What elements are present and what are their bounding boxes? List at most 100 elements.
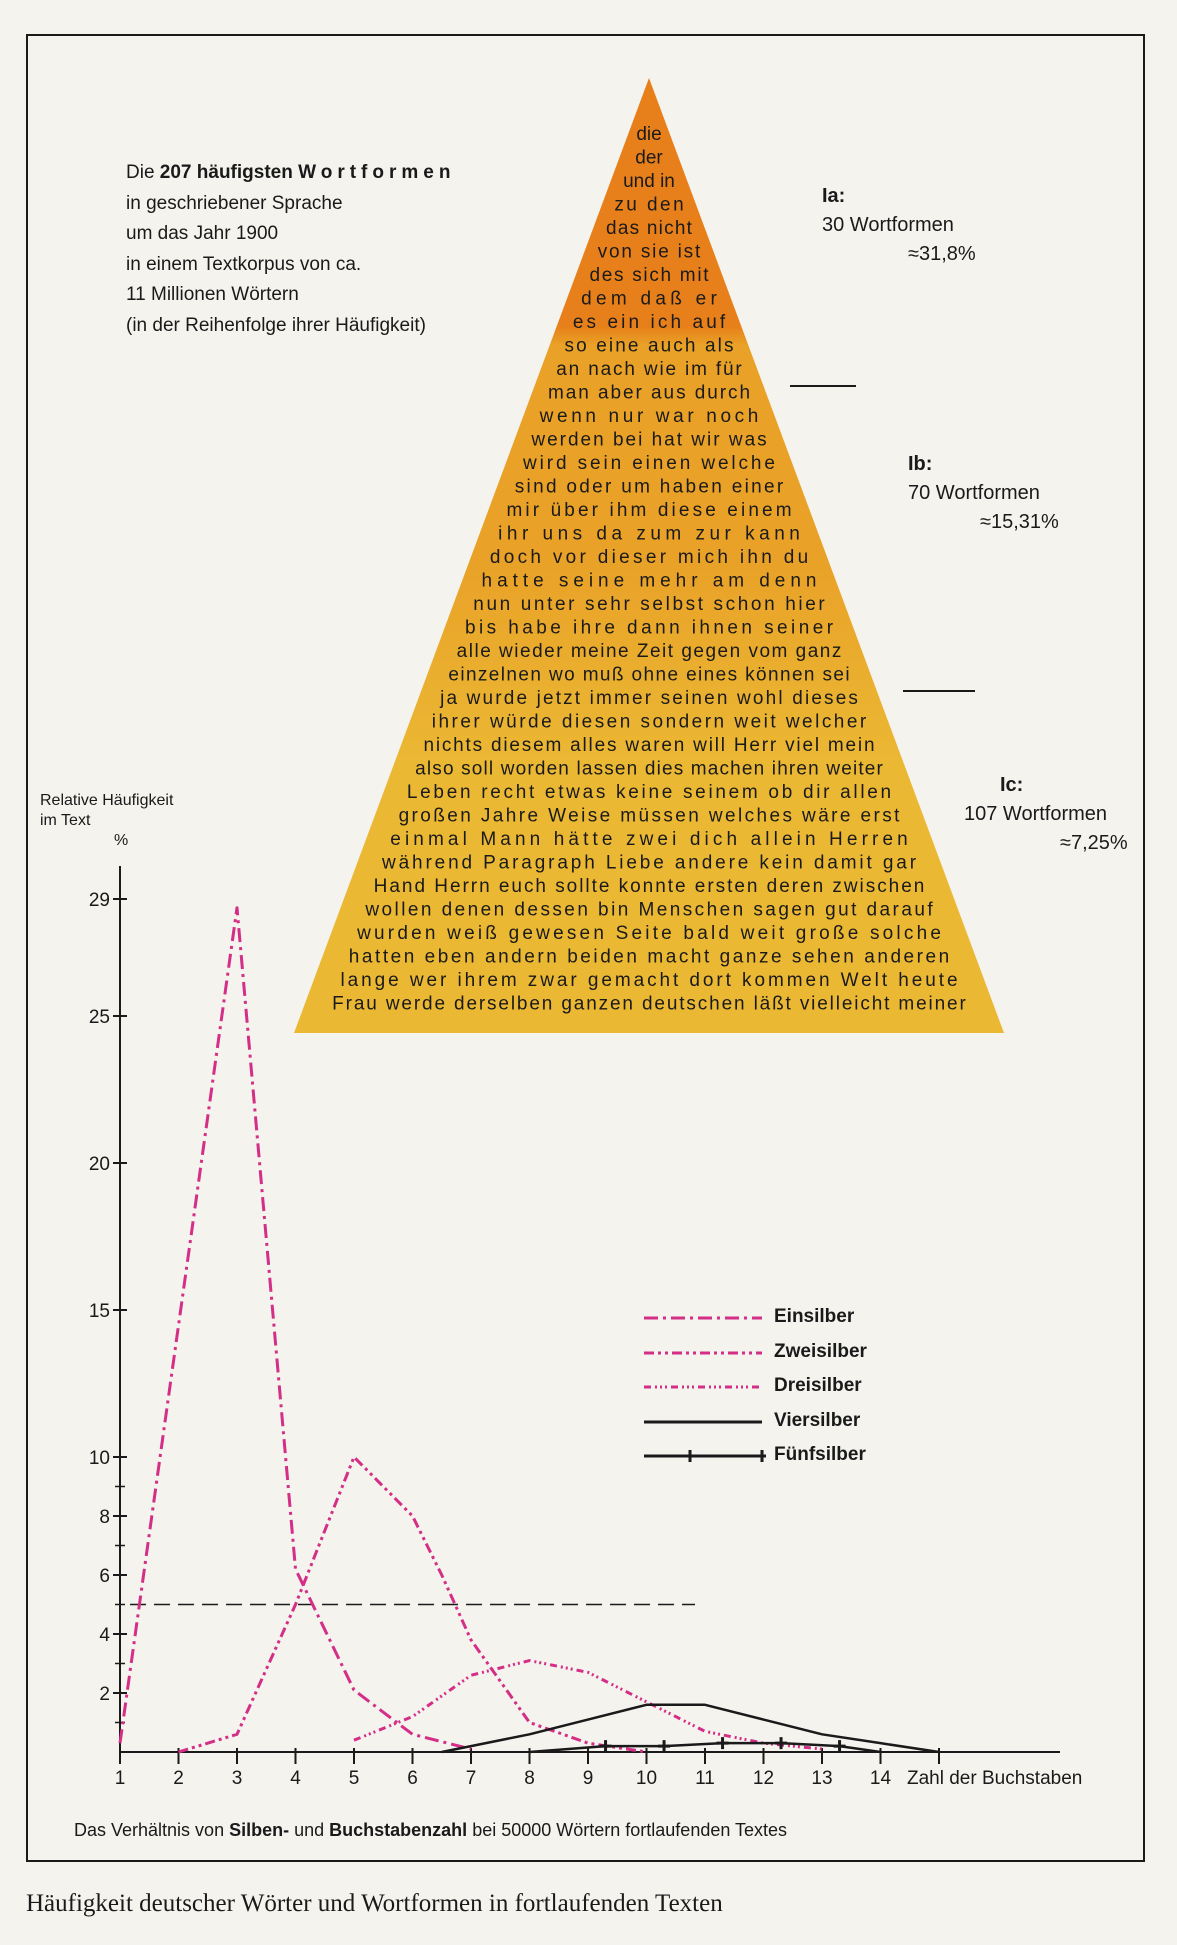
footnote-post: bei 50000 Wörtern fortlaufenden Textes bbox=[467, 1820, 788, 1840]
pyramid-row: von sie ist bbox=[598, 242, 701, 263]
y-tick-label: 8 bbox=[99, 1507, 110, 1528]
group-ic: Ic: 107 Wortformen ≈7,25% bbox=[964, 771, 1128, 858]
intro-line-6: (in der Reihenfolge ihrer Häufigkeit) bbox=[126, 314, 426, 336]
pyramid-description: Die 207 häufigsten Wortformen in geschri… bbox=[126, 158, 455, 341]
separator-ia-ib bbox=[790, 385, 856, 387]
intro-spaced: Wortformen bbox=[298, 162, 456, 183]
pyramid-row: hatte seine mehr am denn bbox=[482, 571, 817, 592]
intro-line-3: um das Jahr 1900 bbox=[126, 223, 279, 244]
pyramid-row: wird sein einen welche bbox=[522, 453, 775, 474]
intro-line-4: in einem Textkorpus von ca. bbox=[126, 253, 362, 275]
y-axis-label-line-2: im Text bbox=[40, 812, 91, 829]
y-tick-label: 6 bbox=[99, 1566, 110, 1587]
legend-swatch bbox=[644, 1385, 762, 1389]
pyramid-row: einzelnen wo muß ohne eines können sei bbox=[448, 665, 849, 686]
footnote-bold-1: Silben- bbox=[229, 1820, 290, 1840]
pyramid-row: nichts diesem alles waren will Herr viel… bbox=[423, 735, 874, 756]
pyramid-row: während Paragraph Liebe andere kein dami… bbox=[381, 853, 917, 874]
y-tick-label: 15 bbox=[89, 1301, 110, 1322]
chart-footnote: Das Verhältnis von Silben- und Buchstabe… bbox=[74, 1820, 787, 1841]
footnote-mid: und bbox=[289, 1820, 330, 1840]
group-ia-label: Ia: bbox=[822, 185, 846, 207]
series-marker-f-nfsilber bbox=[599, 1740, 612, 1753]
x-tick-label: 9 bbox=[583, 1768, 594, 1789]
pyramid-row: bis habe ihre dann ihnen seiner bbox=[465, 618, 834, 639]
pyramid-row: wurden weiß gewesen Seite bald weit groß… bbox=[356, 923, 941, 944]
x-axis-label: Zahl der Buchstaben bbox=[907, 1768, 1083, 1789]
x-tick-label: 5 bbox=[349, 1768, 360, 1789]
pyramid-row: mir über ihm diese einem bbox=[506, 500, 791, 521]
x-tick-label: 14 bbox=[870, 1768, 892, 1789]
y-axis-unit: % bbox=[114, 832, 129, 849]
y-tick-label: 25 bbox=[89, 1007, 110, 1028]
pyramid-row: die bbox=[636, 124, 661, 145]
legend-label: Zweisilber bbox=[774, 1340, 867, 1362]
series-marker-f-nfsilber bbox=[775, 1737, 788, 1750]
pyramid-row: man aber aus durch bbox=[548, 383, 750, 404]
series-line-einsilber bbox=[118, 906, 472, 1751]
pyramid-row: der bbox=[635, 148, 663, 169]
y-axis-label-line-1: Relative Häufigkeit bbox=[40, 792, 174, 809]
legend-label: Viersilber bbox=[774, 1409, 861, 1431]
x-tick-label: 12 bbox=[753, 1768, 774, 1789]
intro-line-2: in geschriebener Sprache bbox=[126, 192, 343, 214]
word-pyramid bbox=[294, 78, 1004, 1033]
pyramid-row: ihrer würde diesen sondern weit welcher bbox=[432, 712, 867, 733]
y-tick-label: 4 bbox=[99, 1625, 110, 1646]
pyramid-row: wollen denen dessen bin Menschen sagen g… bbox=[364, 900, 933, 921]
pyramid-row: lange wer ihrem zwar gemacht dort kommen… bbox=[340, 970, 957, 991]
pyramid-row: nun unter sehr selbst schon hier bbox=[473, 594, 825, 615]
pyramid-row: doch vor dieser mich ihn du bbox=[490, 547, 808, 568]
pyramid-row: des sich mit bbox=[589, 265, 709, 286]
group-ib-count: 70 Wortformen bbox=[908, 482, 1040, 504]
pyramid-row: zu den bbox=[614, 195, 683, 216]
y-tick-label: 20 bbox=[89, 1154, 110, 1175]
x-tick-label: 7 bbox=[466, 1768, 477, 1789]
pyramid-row: ja wurde jetzt immer seinen wohl dieses bbox=[439, 688, 858, 709]
legend-swatch bbox=[644, 1450, 766, 1462]
x-tick-label: 3 bbox=[232, 1768, 243, 1789]
y-tick-label: 2 bbox=[99, 1684, 110, 1705]
intro-pre: Die bbox=[126, 162, 160, 183]
pyramid-row: das nicht bbox=[606, 218, 693, 239]
pyramid-row: dem daß er bbox=[581, 289, 717, 310]
x-tick-label: 4 bbox=[290, 1768, 301, 1789]
separator-ib-ic bbox=[903, 690, 975, 692]
x-tick-label: 11 bbox=[695, 1768, 715, 1789]
x-tick-label: 13 bbox=[811, 1768, 832, 1789]
group-ic-label: Ic: bbox=[1000, 774, 1024, 796]
legend-label: Einsilber bbox=[774, 1306, 855, 1327]
series-line-viersilber bbox=[441, 1703, 940, 1754]
y-tick-label: 10 bbox=[89, 1448, 110, 1469]
y-axis-label: Relative Häufigkeit im Text % bbox=[40, 791, 173, 851]
intro-line-1: Die 207 häufigsten Wortformen bbox=[126, 158, 455, 189]
pyramid-row: und in bbox=[623, 171, 675, 192]
group-ib: Ib: 70 Wortformen ≈15,31% bbox=[908, 450, 1059, 537]
pyramid-row: werden bei hat wir was bbox=[530, 430, 766, 451]
group-ia-count: 30 Wortformen bbox=[822, 214, 954, 236]
intro-line-5: 11 Millionen Wörtern bbox=[126, 284, 299, 305]
series-marker-f-nfsilber bbox=[833, 1740, 846, 1753]
intro-bold: 207 häufigsten bbox=[159, 162, 299, 183]
x-tick-label: 8 bbox=[524, 1768, 535, 1789]
series-line-zweisilber bbox=[178, 1455, 647, 1754]
group-ib-percent: ≈15,31% bbox=[980, 511, 1059, 533]
pyramid-row: an nach wie im für bbox=[556, 359, 742, 380]
x-tick-label: 2 bbox=[173, 1768, 184, 1789]
y-tick-label: 29 bbox=[89, 890, 110, 911]
legend-swatch bbox=[644, 1351, 762, 1354]
pyramid-row: wenn nur war noch bbox=[539, 406, 759, 427]
pyramid-row: sind oder um haben einer bbox=[515, 477, 784, 498]
group-ia: Ia: 30 Wortformen ≈31,8% bbox=[822, 182, 976, 269]
figure-frame bbox=[26, 34, 1145, 1862]
series-marker-f-nfsilber bbox=[658, 1740, 671, 1753]
series-marker-f-nfsilber bbox=[716, 1737, 729, 1750]
group-ia-percent: ≈31,8% bbox=[908, 243, 976, 265]
footnote-bold-2: Buchstabenzahl bbox=[329, 1820, 468, 1840]
legend-swatch bbox=[644, 1316, 762, 1320]
legend-swatch bbox=[644, 1420, 762, 1423]
legend-label: Fünfsilber bbox=[774, 1444, 866, 1465]
group-ic-percent: ≈7,25% bbox=[1060, 832, 1128, 854]
group-ib-label: Ib: bbox=[908, 453, 933, 475]
